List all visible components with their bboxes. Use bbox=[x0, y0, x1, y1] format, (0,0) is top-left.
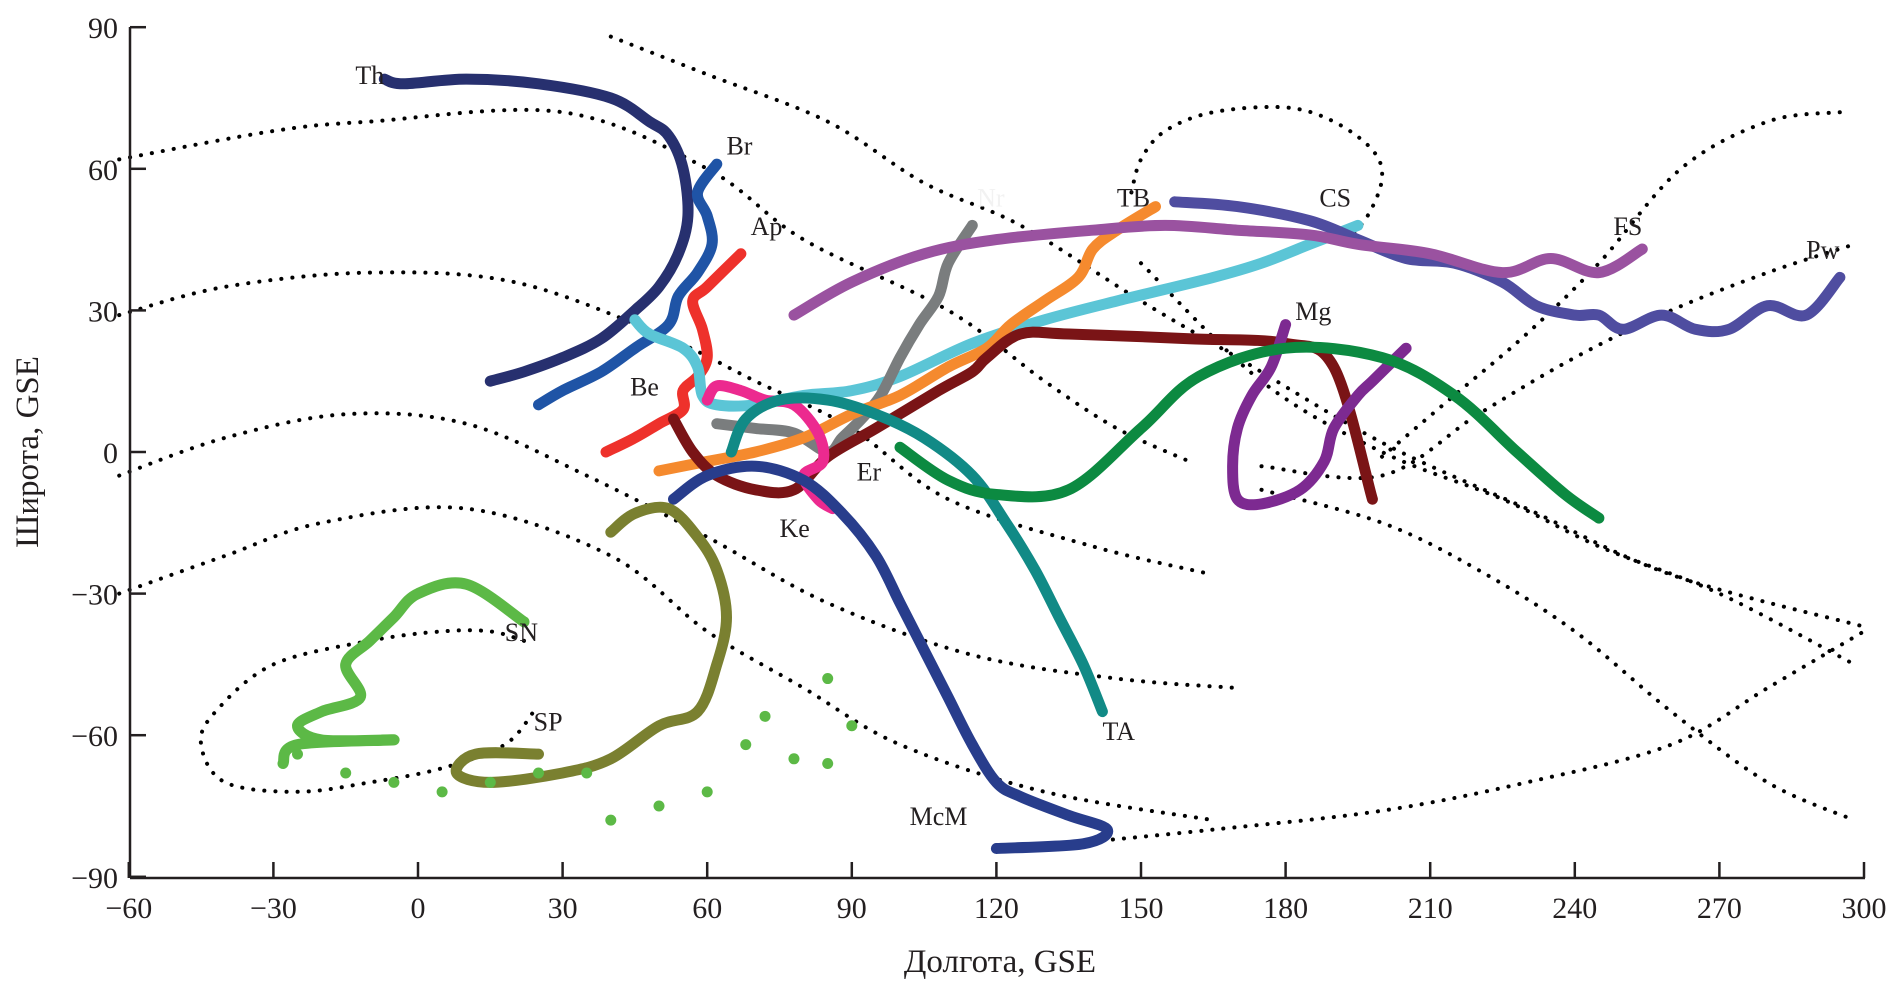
series-sp-dots-point bbox=[533, 767, 544, 779]
x-tick-label: 270 bbox=[1697, 892, 1742, 925]
label-br: Br bbox=[726, 132, 752, 161]
x-ticks: −60 −30 0 30 60 90 120 150 180 210 240 270 300 bbox=[105, 862, 1887, 925]
y-ticks: 90 60 30 0 −30 −60 −90 bbox=[71, 12, 146, 895]
label-mcm: McM bbox=[910, 802, 968, 831]
label-ta: TA bbox=[1102, 717, 1135, 746]
series-sp-dots-point bbox=[846, 720, 858, 732]
label-cs: CS bbox=[1319, 184, 1351, 213]
label-th: Th bbox=[355, 61, 384, 90]
reference-curve-pole-loop-south bbox=[198, 628, 536, 794]
reference-curve-dec-curve-5 bbox=[608, 34, 1866, 629]
x-tick-label: 180 bbox=[1263, 892, 1308, 925]
x-tick-label: 60 bbox=[692, 892, 722, 925]
series-sp-dots-point bbox=[581, 767, 593, 779]
label-er: Er bbox=[857, 457, 882, 486]
label-be: Be bbox=[630, 372, 659, 401]
reference-curve-pole-loop-north bbox=[1129, 104, 1385, 247]
y-tick-label: −30 bbox=[71, 579, 118, 612]
y-tick-label: 90 bbox=[88, 12, 118, 45]
axes bbox=[128, 27, 1865, 880]
label-ke: Ke bbox=[780, 514, 810, 543]
y-tick-label: 60 bbox=[88, 154, 118, 187]
series-ta bbox=[725, 392, 1108, 718]
reference-curve-dec-curve-7 bbox=[1259, 487, 1857, 823]
series-sn bbox=[277, 577, 530, 769]
series-tb bbox=[653, 201, 1161, 477]
trajectories bbox=[277, 73, 1846, 854]
label-sn: SN bbox=[505, 618, 538, 647]
series-sp-dots-point bbox=[788, 753, 800, 765]
reference-curve-dec-curve-4 bbox=[117, 505, 1216, 823]
x-tick-label: −60 bbox=[105, 892, 152, 925]
x-tick-label: 90 bbox=[837, 892, 867, 925]
reference-curve-dec-curve-8 bbox=[1066, 629, 1866, 846]
series-br bbox=[533, 158, 723, 411]
series-cs bbox=[1169, 196, 1846, 338]
x-tick-label: 210 bbox=[1408, 892, 1453, 925]
series-sp-dots-point bbox=[605, 814, 617, 826]
label-ap: Ap bbox=[751, 212, 783, 241]
x-tick-label: −30 bbox=[250, 892, 297, 925]
label-mg: Mg bbox=[1295, 297, 1331, 326]
reference-curve-dec-curve-1 bbox=[117, 107, 1192, 464]
series-sp-dots-point bbox=[340, 767, 352, 779]
series-mg bbox=[1227, 319, 1412, 511]
x-tick-label: 30 bbox=[548, 892, 578, 925]
label-fs: FS bbox=[1613, 212, 1642, 241]
series-sp-dots-point bbox=[759, 710, 771, 722]
y-tick-label: 30 bbox=[88, 295, 118, 328]
x-tick-label: 150 bbox=[1119, 892, 1164, 925]
x-tick-label: 120 bbox=[974, 892, 1019, 925]
x-tick-label: 300 bbox=[1842, 892, 1887, 925]
reference-curve-dec-curve-6 bbox=[1139, 261, 1857, 667]
label-nr: Nr bbox=[977, 184, 1005, 213]
series-green-wave bbox=[894, 341, 1605, 524]
label-tb: TB bbox=[1117, 184, 1150, 213]
x-tick-label: 240 bbox=[1552, 892, 1597, 925]
y-axis-label: Широта, GSE bbox=[10, 356, 46, 548]
label-sp: SP bbox=[534, 707, 563, 736]
series-sp-dots-point bbox=[822, 673, 834, 685]
label-pw: Pw bbox=[1806, 235, 1839, 264]
y-tick-label: 0 bbox=[103, 437, 118, 470]
series-fs bbox=[788, 219, 1648, 321]
x-axis-label: Долгота, GSE bbox=[904, 944, 1096, 980]
series-sp bbox=[450, 501, 732, 788]
y-tick-label: −90 bbox=[71, 862, 118, 895]
series-be bbox=[629, 219, 1364, 412]
reference-curve-dec-curve-10 bbox=[1380, 110, 1842, 459]
series-sp-dots-point bbox=[484, 776, 496, 788]
series-mcm bbox=[668, 460, 1114, 854]
series-sp-dots-point bbox=[388, 776, 400, 788]
series-sp-dots-point bbox=[653, 800, 665, 812]
series-sp-dots-point bbox=[292, 748, 303, 760]
series-th bbox=[378, 73, 694, 387]
series-sp-dots-point bbox=[740, 739, 752, 751]
trajectory-labels: Th Br Ap Be Nr TB CS FS Pw Mg Er Ke SN SP TA McM bbox=[355, 61, 1839, 831]
series-sp-dots-point bbox=[701, 786, 713, 798]
series-sp-dots-point bbox=[822, 758, 834, 770]
y-tick-label: −60 bbox=[71, 720, 118, 753]
series-sp-dots-point bbox=[436, 786, 448, 798]
x-tick-label: 0 bbox=[411, 892, 426, 925]
reference-curves bbox=[117, 34, 1866, 846]
reference-curve-dec-curve-9 bbox=[1259, 242, 1857, 481]
